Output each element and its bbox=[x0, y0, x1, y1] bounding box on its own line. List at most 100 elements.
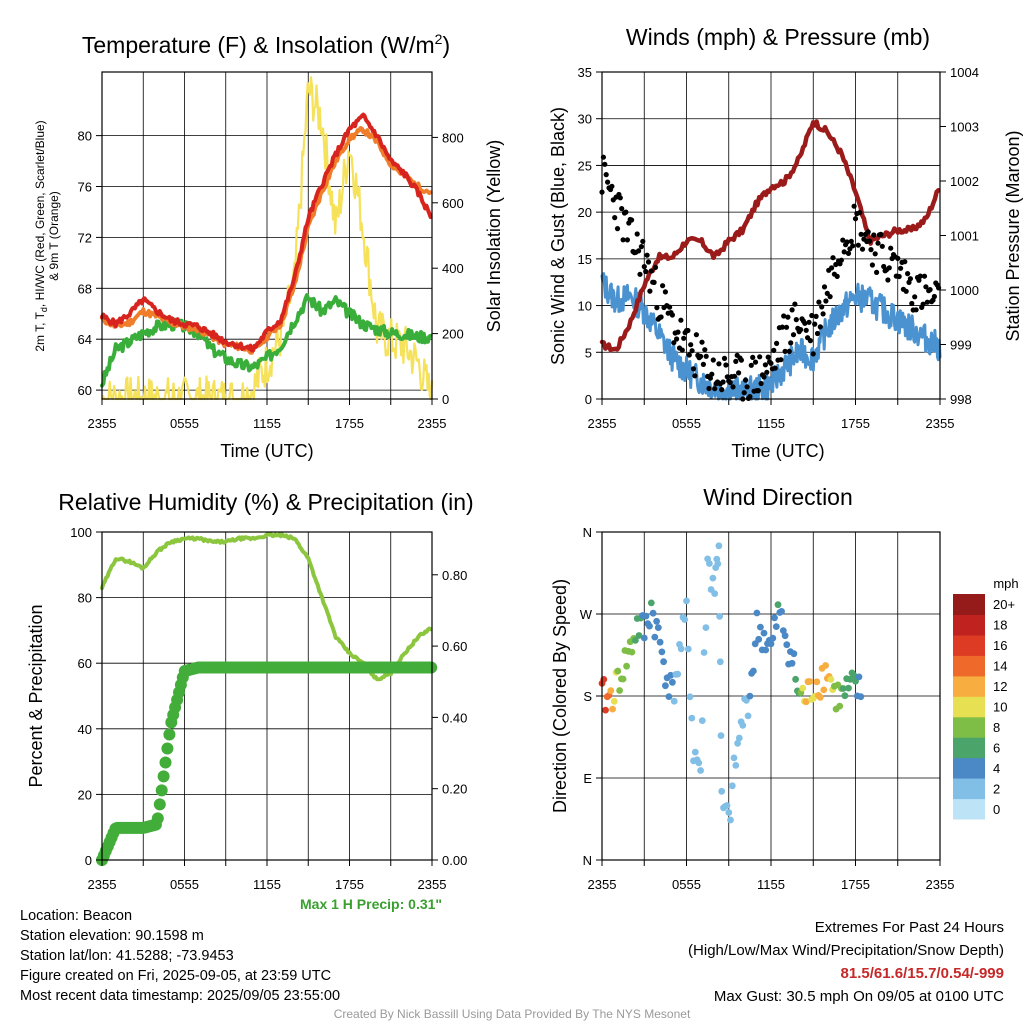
dir-ytick-label: E bbox=[583, 771, 592, 786]
gust-point bbox=[640, 238, 646, 244]
gust-point bbox=[652, 264, 659, 270]
direction-point bbox=[642, 612, 650, 620]
direction-point bbox=[772, 623, 780, 630]
gust-point bbox=[609, 183, 615, 189]
direction-title: Wind Direction bbox=[703, 484, 853, 510]
direction-point bbox=[628, 648, 636, 656]
legend-swatch bbox=[953, 675, 985, 697]
gust-point bbox=[790, 332, 797, 338]
winds-title: Winds (mph) & Pressure (mb) bbox=[626, 24, 930, 50]
direction-point bbox=[769, 634, 777, 642]
direction-point bbox=[753, 609, 761, 617]
gust-point bbox=[816, 299, 822, 305]
legend-label: 18 bbox=[993, 618, 1007, 633]
info-location: Location: Beacon bbox=[20, 908, 133, 924]
wind-ytick-label: 25 bbox=[578, 158, 592, 173]
gust-point bbox=[902, 259, 908, 265]
gust-point bbox=[678, 317, 684, 323]
direction-point bbox=[783, 641, 791, 649]
info-latlon: Station lat/lon: 41.5288; -73.9453 bbox=[20, 948, 234, 964]
solar-ylabel: Solar Insolation (Yellow) bbox=[484, 140, 504, 332]
gust-point bbox=[807, 338, 814, 344]
gust-point bbox=[788, 340, 794, 346]
gust-point bbox=[692, 373, 698, 379]
gust-point bbox=[859, 246, 866, 252]
gust-point bbox=[783, 324, 790, 330]
gust-point bbox=[772, 365, 778, 371]
temperature-ylabel: 2m T, Td, HI/WC (Red, Green, Scarlet/Blu… bbox=[33, 120, 49, 351]
rh-y2tick-label: 0.80 bbox=[442, 568, 467, 583]
gust-point bbox=[765, 354, 771, 360]
gust-point bbox=[913, 307, 919, 313]
wind-ytick-label: 30 bbox=[578, 112, 592, 127]
temp-line bbox=[100, 112, 433, 353]
info-elevation: Station elevation: 90.1598 m bbox=[20, 928, 204, 944]
wind-ytick-label: 10 bbox=[578, 299, 592, 314]
direction-point bbox=[730, 754, 738, 762]
direction-point bbox=[778, 608, 785, 615]
direction-point bbox=[651, 633, 659, 641]
gust-point bbox=[785, 314, 791, 320]
gust-point bbox=[698, 353, 704, 359]
direction-point bbox=[774, 601, 782, 609]
gust-point bbox=[748, 362, 754, 368]
wind-ytick-label: 0 bbox=[585, 392, 592, 407]
rh-xtick-label: 0555 bbox=[170, 877, 199, 892]
direction-point bbox=[715, 542, 723, 550]
direction-point bbox=[656, 638, 664, 646]
legend-label: 6 bbox=[993, 740, 1000, 755]
direction-point bbox=[746, 692, 754, 700]
legend-title: mph bbox=[993, 576, 1018, 591]
direction-point bbox=[669, 678, 676, 686]
winds-ylabel: Sonic Wind & Gust (Blue, Black) bbox=[548, 107, 568, 365]
gust-point bbox=[834, 273, 840, 279]
gust-point bbox=[620, 237, 626, 243]
extremes-values: 81.5/61.6/15.7/0.54/-999 bbox=[840, 965, 1004, 982]
direction-point bbox=[614, 667, 622, 675]
dir-xtick-label: 2355 bbox=[588, 877, 617, 892]
gust-point bbox=[730, 384, 736, 390]
direction-point bbox=[683, 597, 690, 605]
rh-y2tick-label: 0.20 bbox=[442, 782, 467, 797]
direction-point bbox=[662, 682, 669, 690]
extremes-gust: Max Gust: 30.5 mph On 09/05 at 0100 UTC bbox=[713, 988, 1004, 1005]
direction-ylabel: Direction (Colored By Speed) bbox=[550, 579, 570, 813]
direction-point bbox=[706, 560, 713, 567]
temp-xtick-label: 2355 bbox=[418, 416, 447, 431]
precip-point bbox=[159, 756, 172, 769]
gust-point bbox=[605, 179, 611, 185]
gust-point bbox=[719, 387, 725, 393]
winds-xlabel: Time (UTC) bbox=[731, 441, 824, 461]
direction-point bbox=[716, 658, 724, 666]
temp-y2tick-label: 600 bbox=[442, 196, 464, 211]
humidity-ylabel: Percent & Precipitation bbox=[26, 604, 46, 787]
extremes-line2: (High/Low/Max Wind/Precipitation/Snow De… bbox=[688, 942, 1004, 959]
legend-swatch bbox=[953, 655, 985, 677]
gust-point bbox=[709, 371, 715, 377]
gust-point bbox=[764, 369, 770, 375]
gust-point bbox=[813, 313, 819, 319]
direction-point bbox=[841, 692, 849, 700]
direction-point bbox=[799, 684, 807, 692]
gust-point bbox=[671, 340, 677, 346]
gust-point bbox=[802, 320, 808, 326]
gust-point bbox=[809, 312, 815, 319]
direction-point bbox=[681, 616, 689, 623]
legend-label: 10 bbox=[993, 700, 1007, 715]
direction-point bbox=[790, 650, 798, 658]
direction-point bbox=[686, 693, 694, 701]
gust-point bbox=[755, 388, 761, 394]
gust-point bbox=[792, 301, 798, 307]
legend-label: 2 bbox=[993, 781, 1000, 796]
direction-point bbox=[781, 632, 789, 640]
gust-point bbox=[707, 375, 714, 381]
direction-point bbox=[609, 705, 616, 713]
gust-point bbox=[812, 321, 818, 327]
gust-point bbox=[821, 284, 828, 290]
gust-point bbox=[927, 287, 933, 293]
gust-point bbox=[724, 374, 730, 380]
direction-point bbox=[813, 678, 821, 686]
gust-point bbox=[814, 330, 821, 337]
direction-point bbox=[647, 599, 655, 607]
gust-point bbox=[879, 243, 885, 249]
